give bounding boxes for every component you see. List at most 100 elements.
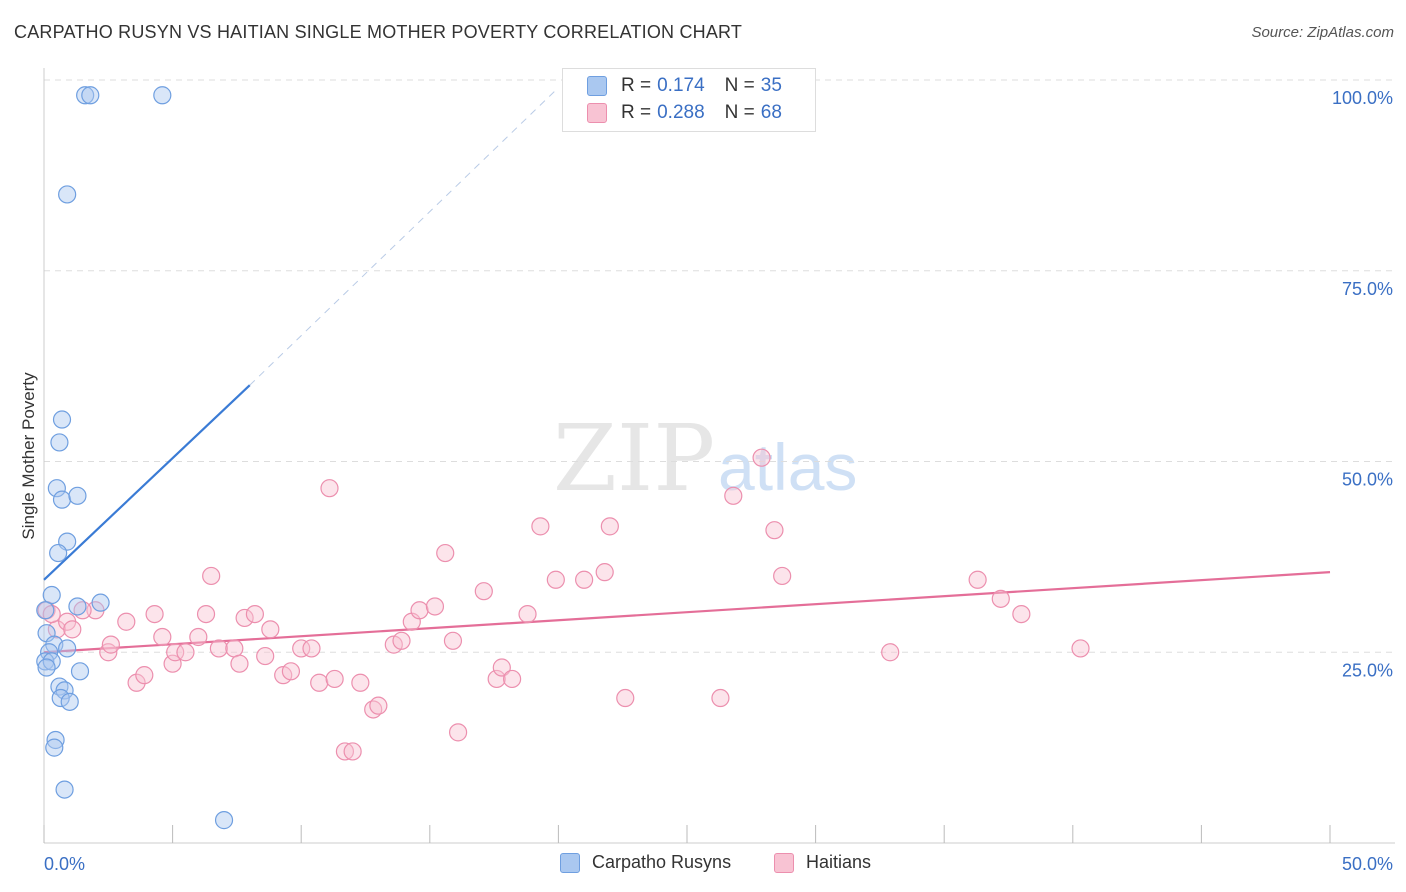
- haitian-point: [724, 486, 743, 505]
- watermark-zip: ZIP: [553, 405, 715, 512]
- carpatho-point: [52, 490, 72, 509]
- haitian-point: [135, 666, 154, 685]
- haitian-point: [117, 612, 136, 631]
- haitian-point: [968, 570, 987, 589]
- haitian-point: [176, 643, 195, 662]
- haitian-point: [292, 639, 311, 658]
- tick-labels: 25.0% 50.0% 75.0% 100.0% 0.0% 50.0%: [44, 88, 1393, 874]
- haitian-point: [225, 639, 244, 658]
- haitian-point: [163, 654, 182, 673]
- legend-swatch-haitian: [587, 103, 607, 123]
- legend-n-label: N =: [724, 102, 755, 123]
- legend-label-carpatho: Carpatho Rusyns: [592, 852, 732, 872]
- haitian-point: [189, 627, 208, 647]
- carpatho-point: [51, 688, 70, 708]
- haitian-point: [410, 601, 429, 620]
- y-tick-label: 25.0%: [1342, 660, 1393, 680]
- legend-swatch-haitian: [774, 852, 794, 873]
- legend-n-value: 68: [760, 102, 782, 123]
- haitian-point: [492, 658, 511, 677]
- carpatho-point: [68, 597, 87, 616]
- bottom-legend-haitian: Haitians: [774, 852, 871, 873]
- haitian-point: [302, 639, 321, 658]
- haitian-point: [230, 654, 249, 673]
- carpatho-point: [76, 86, 95, 105]
- haitian-point: [503, 669, 522, 689]
- source-credit: Source: ZipAtlas.com: [1251, 24, 1394, 41]
- haitian-point: [145, 604, 164, 624]
- haitian-point: [369, 696, 388, 715]
- haitian-point: [245, 604, 265, 624]
- carpatho-point: [214, 811, 234, 830]
- haitian-point: [518, 604, 537, 624]
- legend-swatch-carpatho: [560, 852, 580, 873]
- legend-n-label: N =: [724, 75, 755, 96]
- haitian-point: [443, 631, 463, 650]
- haitian-point: [1071, 639, 1090, 658]
- legend-swatch-carpatho: [587, 76, 607, 96]
- carpatho-point: [70, 662, 90, 681]
- haitian-point: [425, 597, 445, 616]
- carpatho-point: [37, 658, 56, 677]
- carpatho-point: [42, 585, 61, 605]
- haitian-point: [600, 517, 619, 536]
- haitian-point: [153, 627, 172, 647]
- correlation-legend: R = 0.174 N = 35 R = 0.288 N = 68: [562, 68, 816, 132]
- haitian-point: [616, 688, 635, 708]
- haitian-point: [235, 608, 254, 628]
- haitian-point: [531, 517, 550, 536]
- carpatho-point: [58, 185, 77, 204]
- trend-line-extension: [249, 87, 559, 386]
- haitian-point: [575, 570, 594, 589]
- carpatho-point: [50, 433, 69, 452]
- carpatho-point: [49, 543, 68, 563]
- gridlines: [44, 79, 1395, 653]
- carpatho-point: [46, 730, 65, 750]
- haitian-point: [991, 589, 1010, 608]
- haitian-point: [325, 669, 344, 689]
- haitian-point: [127, 673, 146, 692]
- y-axis-label: Single Mother Poverty: [19, 372, 38, 540]
- carpatho-point: [81, 86, 100, 105]
- carpatho-point: [52, 410, 72, 429]
- haitian-point: [595, 563, 614, 582]
- carpatho-point: [36, 652, 55, 671]
- legend-row-carpatho: R = 0.174 N = 35: [587, 74, 782, 98]
- carpatho-point: [45, 738, 64, 757]
- haitian-point: [335, 742, 355, 761]
- legend-r-label: R =: [621, 102, 652, 123]
- carpatho-point: [60, 692, 79, 711]
- haitian-point: [773, 566, 792, 586]
- haitian-point: [343, 742, 362, 761]
- haitian-point: [448, 723, 468, 742]
- carpatho-point: [55, 780, 74, 799]
- haitian-point: [281, 662, 301, 681]
- haitian-point: [196, 604, 216, 624]
- carpatho-point: [36, 601, 55, 620]
- y-tick-label: 100.0%: [1332, 88, 1393, 108]
- haitian-point: [320, 479, 339, 498]
- axes: [43, 68, 1395, 844]
- carpatho-point: [47, 479, 66, 498]
- carpatho-point: [68, 486, 87, 505]
- haitian-point: [202, 566, 221, 586]
- haitian-point: [310, 673, 329, 692]
- haitian-point: [881, 643, 900, 662]
- carpatho-point: [91, 593, 110, 612]
- haitian-point: [351, 673, 370, 692]
- haitian-point: [474, 582, 493, 601]
- legend-label-haitian: Haitians: [806, 852, 872, 872]
- haitian-point: [752, 448, 771, 467]
- haitian-point: [436, 543, 455, 563]
- haitian-point: [166, 643, 185, 662]
- data-points: [36, 86, 1090, 830]
- chart-title: CARPATHO RUSYN VS HAITIAN SINGLE MOTHER …: [14, 22, 743, 42]
- carpatho-point: [153, 86, 172, 105]
- trend-lines: [43, 87, 1331, 654]
- haitian-point: [1012, 604, 1031, 624]
- x-tick-label: 50.0%: [1342, 854, 1393, 874]
- carpatho-point: [58, 639, 77, 658]
- bottom-legend-carpatho: Carpatho Rusyns: [560, 852, 731, 873]
- haitian-point: [63, 620, 82, 639]
